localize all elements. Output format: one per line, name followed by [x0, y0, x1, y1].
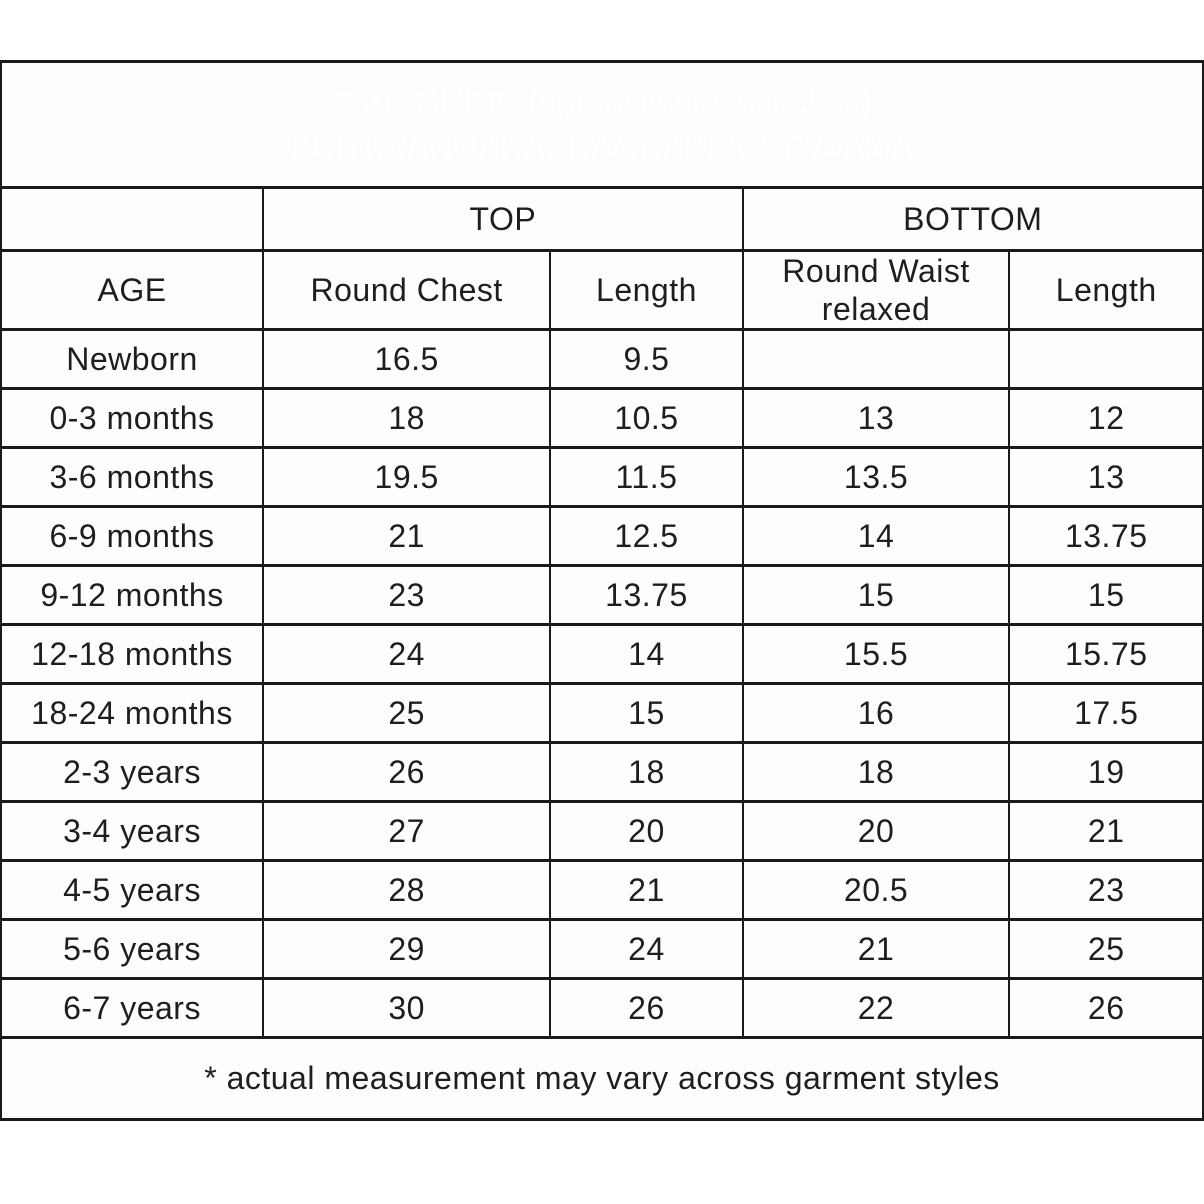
age-cell: 9-12 months	[0, 564, 265, 626]
bottom-length-cell: 17.5	[1008, 682, 1204, 744]
bottom-length-cell: 13	[1008, 446, 1204, 508]
round-waist-cell: 20.5	[741, 859, 1011, 921]
table-row-6-7-years: 6-7 years 30 26 22 26	[0, 977, 1204, 1039]
round-chest-cell: 26	[262, 741, 552, 803]
group-header-top: TOP	[262, 186, 744, 252]
age-cell: 6-9 months	[0, 505, 265, 567]
footnote-row: * actual measurement may vary across gar…	[0, 1036, 1204, 1121]
round-waist-cell: 21	[741, 918, 1011, 980]
round-chest-cell: 25	[262, 682, 552, 744]
table-row-3-4-years: 3-4 years 27 20 20 21	[0, 800, 1204, 862]
group-header-row: TOP BOTTOM	[0, 186, 1204, 252]
age-cell: 5-6 years	[0, 918, 265, 980]
round-chest-cell: 21	[262, 505, 552, 567]
column-header-bottom-length: Length	[1008, 249, 1204, 331]
round-waist-cell: 15	[741, 564, 1011, 626]
size-guide-banner: SIZE GUIDE (approximate in inches) KURTA…	[0, 60, 1204, 189]
top-length-cell: 12.5	[549, 505, 744, 567]
round-waist-cell: 18	[741, 741, 1011, 803]
round-waist-cell: 14	[741, 505, 1011, 567]
age-cell: 4-5 years	[0, 859, 265, 921]
round-chest-cell: 24	[262, 623, 552, 685]
bottom-length-cell: 25	[1008, 918, 1204, 980]
top-length-cell: 11.5	[549, 446, 744, 508]
age-cell: 12-18 months	[0, 623, 265, 685]
top-length-cell: 9.5	[549, 328, 744, 390]
round-waist-cell: 15.5	[741, 623, 1011, 685]
group-header-bottom: BOTTOM	[741, 186, 1204, 252]
column-header-age: AGE	[0, 249, 265, 331]
age-cell: Newborn	[0, 328, 265, 390]
table-row-3-6-months: 3-6 months 19.5 11.5 13.5 13	[0, 446, 1204, 508]
column-header-round-waist: Round Waist relaxed	[741, 249, 1011, 331]
round-chest-cell: 16.5	[262, 328, 552, 390]
round-chest-cell: 19.5	[262, 446, 552, 508]
round-chest-cell: 18	[262, 387, 552, 449]
table-row-12-18-months: 12-18 months 24 14 15.5 15.75	[0, 623, 1204, 685]
top-length-cell: 10.5	[549, 387, 744, 449]
top-length-cell: 21	[549, 859, 744, 921]
bottom-length-cell: 23	[1008, 859, 1204, 921]
banner-title-line2: KURTA/ANGARAKHA/JHABLA + PYJAMA	[290, 127, 914, 164]
top-length-cell: 13.75	[549, 564, 744, 626]
age-cell: 18-24 months	[0, 682, 265, 744]
age-cell: 3-4 years	[0, 800, 265, 862]
table-row-5-6-years: 5-6 years 29 24 21 25	[0, 918, 1204, 980]
age-cell: 3-6 months	[0, 446, 265, 508]
footnote: * actual measurement may vary across gar…	[0, 1036, 1204, 1121]
column-header-top-length: Length	[549, 249, 744, 331]
top-length-cell: 14	[549, 623, 744, 685]
size-guide-table: SIZE GUIDE (approximate in inches) KURTA…	[0, 60, 1204, 1121]
table-row-4-5-years: 4-5 years 28 21 20.5 23	[0, 859, 1204, 921]
top-length-cell: 18	[549, 741, 744, 803]
round-waist-line2: relaxed	[821, 291, 931, 327]
top-length-cell: 20	[549, 800, 744, 862]
round-waist-cell: 16	[741, 682, 1011, 744]
round-waist-cell: 20	[741, 800, 1011, 862]
banner-title-line1: SIZE GUIDE (approximate in inches)	[332, 84, 872, 121]
bottom-length-cell	[1008, 328, 1204, 390]
table-row-6-9-months: 6-9 months 21 12.5 14 13.75	[0, 505, 1204, 567]
age-cell: 6-7 years	[0, 977, 265, 1039]
round-waist-cell: 13.5	[741, 446, 1011, 508]
round-chest-cell: 29	[262, 918, 552, 980]
bottom-length-cell: 19	[1008, 741, 1204, 803]
column-header-round-chest: Round Chest	[262, 249, 552, 331]
round-waist-cell: 13	[741, 387, 1011, 449]
group-header-blank-cell	[0, 186, 265, 252]
bottom-length-cell: 26	[1008, 977, 1204, 1039]
round-chest-cell: 30	[262, 977, 552, 1039]
round-chest-cell: 28	[262, 859, 552, 921]
top-length-cell: 24	[549, 918, 744, 980]
bottom-length-cell: 13.75	[1008, 505, 1204, 567]
round-waist-line1: Round Waist	[782, 253, 970, 289]
round-waist-cell	[741, 328, 1011, 390]
round-chest-cell: 27	[262, 800, 552, 862]
bottom-length-cell: 15	[1008, 564, 1204, 626]
age-cell: 0-3 months	[0, 387, 265, 449]
bottom-length-cell: 12	[1008, 387, 1204, 449]
banner-row: SIZE GUIDE (approximate in inches) KURTA…	[0, 60, 1204, 189]
column-header-row: AGE Round Chest Length Round Waist relax…	[0, 249, 1204, 331]
top-length-cell: 15	[549, 682, 744, 744]
table-row-0-3-months: 0-3 months 18 10.5 13 12	[0, 387, 1204, 449]
bottom-length-cell: 21	[1008, 800, 1204, 862]
bottom-length-cell: 15.75	[1008, 623, 1204, 685]
top-length-cell: 26	[549, 977, 744, 1039]
round-chest-cell: 23	[262, 564, 552, 626]
table-row-2-3-years: 2-3 years 26 18 18 19	[0, 741, 1204, 803]
table-row-newborn: Newborn 16.5 9.5	[0, 328, 1204, 390]
table-row-18-24-months: 18-24 months 25 15 16 17.5	[0, 682, 1204, 744]
round-waist-cell: 22	[741, 977, 1011, 1039]
table-row-9-12-months: 9-12 months 23 13.75 15 15	[0, 564, 1204, 626]
age-cell: 2-3 years	[0, 741, 265, 803]
